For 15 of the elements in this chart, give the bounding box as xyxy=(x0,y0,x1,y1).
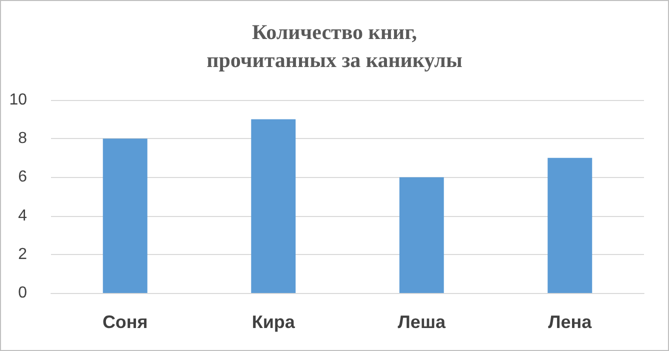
bar xyxy=(102,138,148,293)
bar xyxy=(251,119,296,293)
y-tick-label: 2 xyxy=(18,246,28,263)
bar xyxy=(548,158,592,293)
bar xyxy=(399,177,444,293)
y-tick-label: 0 xyxy=(18,284,28,302)
x-tick-label: Леша xyxy=(398,312,446,332)
x-tick-label: Лена xyxy=(548,312,593,332)
y-tick-label: 8 xyxy=(18,130,28,148)
x-tick-label: Соня xyxy=(102,312,148,332)
y-tick-label: 10 xyxy=(9,92,28,108)
chart-title: Количество книг, прочитанных за каникулы xyxy=(206,20,462,72)
y-tick-label: 6 xyxy=(18,168,28,186)
y-tick-label: 4 xyxy=(18,207,28,224)
x-tick-label: Кира xyxy=(252,312,296,332)
